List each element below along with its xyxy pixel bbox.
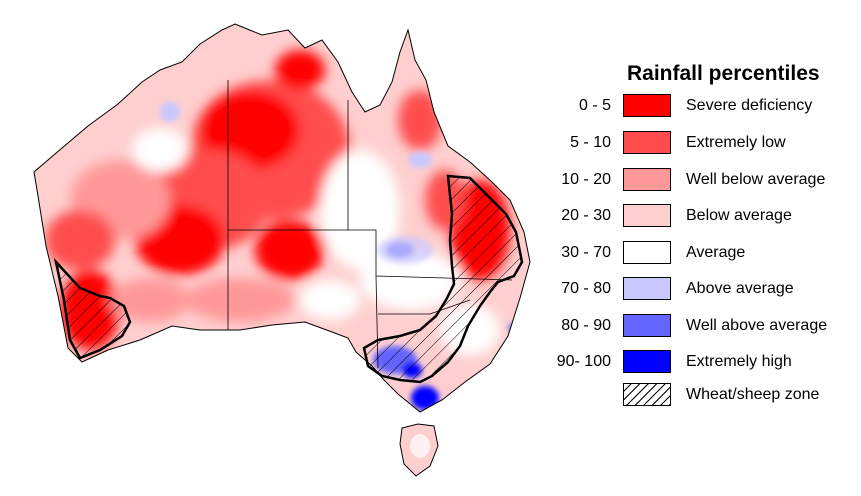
legend-range: 80 - 90 [561,317,611,334]
hatch-swatch [623,383,671,406]
legend-range: 10 - 20 [561,171,611,188]
legend-item: 80 - 90 Well above average [545,314,861,338]
legend-item: 70 - 80 Above average [545,277,861,301]
legend-item: 20 - 30 Below average [545,204,861,228]
legend-swatch [623,277,671,300]
legend-swatch [623,314,671,337]
legend-range: 90- 100 [556,353,611,370]
legend-range: 0 - 5 [578,97,611,114]
legend-label: Extremely low [686,134,786,151]
legend-label: Well above average [686,317,828,334]
legend-item: 0 - 5 Severe deficiency [545,94,861,118]
legend-label: Above average [686,280,794,297]
legend-range: 20 - 30 [561,207,611,224]
legend-label: Severe deficiency [686,97,813,114]
legend-item-zone: Wheat/sheep zone [545,383,861,407]
legend-swatch [623,168,671,191]
legend-item: 10 - 20 Well below average [545,168,861,192]
legend-label: Average [686,244,746,261]
legend-range: 70 - 80 [561,280,611,297]
legend-swatch [623,241,671,264]
legend-swatch [623,94,671,117]
legend-label: Extremely high [686,353,792,370]
legend-label: Below average [686,207,792,224]
legend-item: 5 - 10 Extremely low [545,131,861,155]
legend-label: Well below average [686,171,826,188]
legend-item: 30 - 70 Average [545,241,861,265]
legend-title: Rainfall percentiles [627,62,820,85]
legend-range: 30 - 70 [561,244,611,261]
legend-range: 5 - 10 [570,134,611,151]
legend-label: Wheat/sheep zone [686,386,820,403]
legend-item: 90- 100 Extremely high [545,350,861,374]
legend-swatch [623,131,671,154]
legend-swatch [623,350,671,373]
legend-swatch [623,204,671,227]
